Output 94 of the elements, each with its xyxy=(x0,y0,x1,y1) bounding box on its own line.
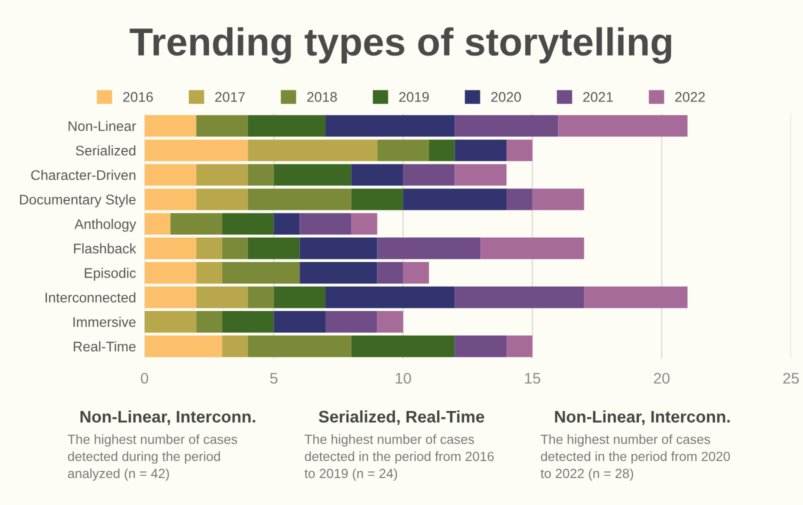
text: The highest number of cases detected in the period from 2016 to 2019 (n = 24) xyxy=(304,434,494,481)
bar xyxy=(196,188,248,210)
bar xyxy=(222,311,274,333)
bar xyxy=(144,115,196,137)
bar xyxy=(170,213,222,235)
legend-label: 2018 xyxy=(307,92,337,102)
y-tick-label: Non-Linear xyxy=(68,120,136,132)
bar xyxy=(480,238,584,260)
bar xyxy=(584,286,688,308)
bar xyxy=(326,311,378,333)
x-tick-label: 10 xyxy=(396,372,412,384)
bar xyxy=(377,238,481,260)
bar xyxy=(403,164,455,186)
x-tick-label: 20 xyxy=(654,372,670,384)
bar xyxy=(144,188,196,210)
bar xyxy=(558,115,688,137)
bar xyxy=(144,286,196,308)
text: Non-Linear, Interconn. xyxy=(80,410,256,426)
bar xyxy=(351,336,455,358)
x-tick-label: 25 xyxy=(783,372,799,384)
bar xyxy=(248,336,352,358)
y-tick-label: Character-Driven xyxy=(31,170,136,180)
bar xyxy=(196,115,248,137)
bar xyxy=(222,262,300,284)
bar xyxy=(300,238,378,260)
bar xyxy=(300,262,378,284)
legend-label: 2021 xyxy=(583,92,613,102)
bar xyxy=(403,262,429,284)
x-tick-label: 15 xyxy=(525,373,540,384)
y-tick-label: Serialized xyxy=(76,145,136,156)
bar xyxy=(454,336,507,358)
bar xyxy=(144,262,196,284)
bar xyxy=(351,164,404,186)
bar xyxy=(222,336,248,358)
text: The highest number of cases detected in the period from 2020 to 2022 (n = 28) xyxy=(540,434,730,481)
y-tick-label: Real-Time xyxy=(74,341,136,352)
bar xyxy=(377,311,404,333)
bar xyxy=(196,238,222,260)
bar xyxy=(144,164,196,186)
bar xyxy=(274,311,326,333)
bar xyxy=(196,164,248,186)
bar xyxy=(403,188,507,210)
bar xyxy=(300,213,352,235)
bar xyxy=(506,140,532,162)
bar xyxy=(377,140,429,162)
bar xyxy=(506,336,532,358)
y-tick-label: Flashback xyxy=(74,243,136,254)
bar xyxy=(326,115,455,137)
bar xyxy=(351,188,404,210)
legend-label: 2019 xyxy=(399,92,429,102)
bar xyxy=(144,336,222,358)
x-tick-label: 5 xyxy=(270,373,278,384)
bar xyxy=(144,238,196,260)
bar xyxy=(377,262,404,284)
text: Serialized, Real-Time xyxy=(318,410,484,426)
bar xyxy=(428,140,455,162)
bar xyxy=(454,140,507,162)
bar xyxy=(144,311,196,333)
bar xyxy=(248,115,326,137)
bar xyxy=(144,213,170,235)
legend-label: 2020 xyxy=(491,92,521,102)
y-tick-label: Anthology xyxy=(74,218,136,232)
text: Non-Linear, Interconn. xyxy=(555,410,730,426)
bar xyxy=(248,188,352,210)
bar xyxy=(144,140,248,162)
bar xyxy=(248,238,300,260)
bar xyxy=(196,311,222,333)
bar xyxy=(196,286,248,308)
bar xyxy=(274,286,326,308)
bar xyxy=(532,188,584,210)
legend-label: 2017 xyxy=(215,92,245,102)
bar xyxy=(274,164,352,186)
bar xyxy=(248,140,378,162)
y-tick-label: Interconnected xyxy=(46,292,136,302)
bar xyxy=(326,286,455,308)
bar xyxy=(351,213,378,235)
y-tick-label: Immersive xyxy=(73,316,136,327)
bar xyxy=(506,188,532,210)
y-tick-label: Episodic xyxy=(84,268,136,281)
bar xyxy=(454,115,558,137)
y-tick-label: Documentary Style xyxy=(20,194,136,208)
bar xyxy=(248,164,274,186)
bar xyxy=(248,286,274,308)
bar xyxy=(274,213,300,235)
x-tick-label: 0 xyxy=(140,372,148,384)
bar xyxy=(454,286,584,308)
bar xyxy=(222,213,274,235)
text: The highest number of cases detected during the period analyzed (n = 42) xyxy=(68,434,238,481)
legend-label: 2022 xyxy=(675,92,705,102)
legend-label: 2016 xyxy=(123,92,153,102)
bar xyxy=(222,238,248,260)
bar xyxy=(454,164,507,186)
chart-title: Trending types of storytelling xyxy=(130,27,672,64)
bar xyxy=(196,262,222,284)
